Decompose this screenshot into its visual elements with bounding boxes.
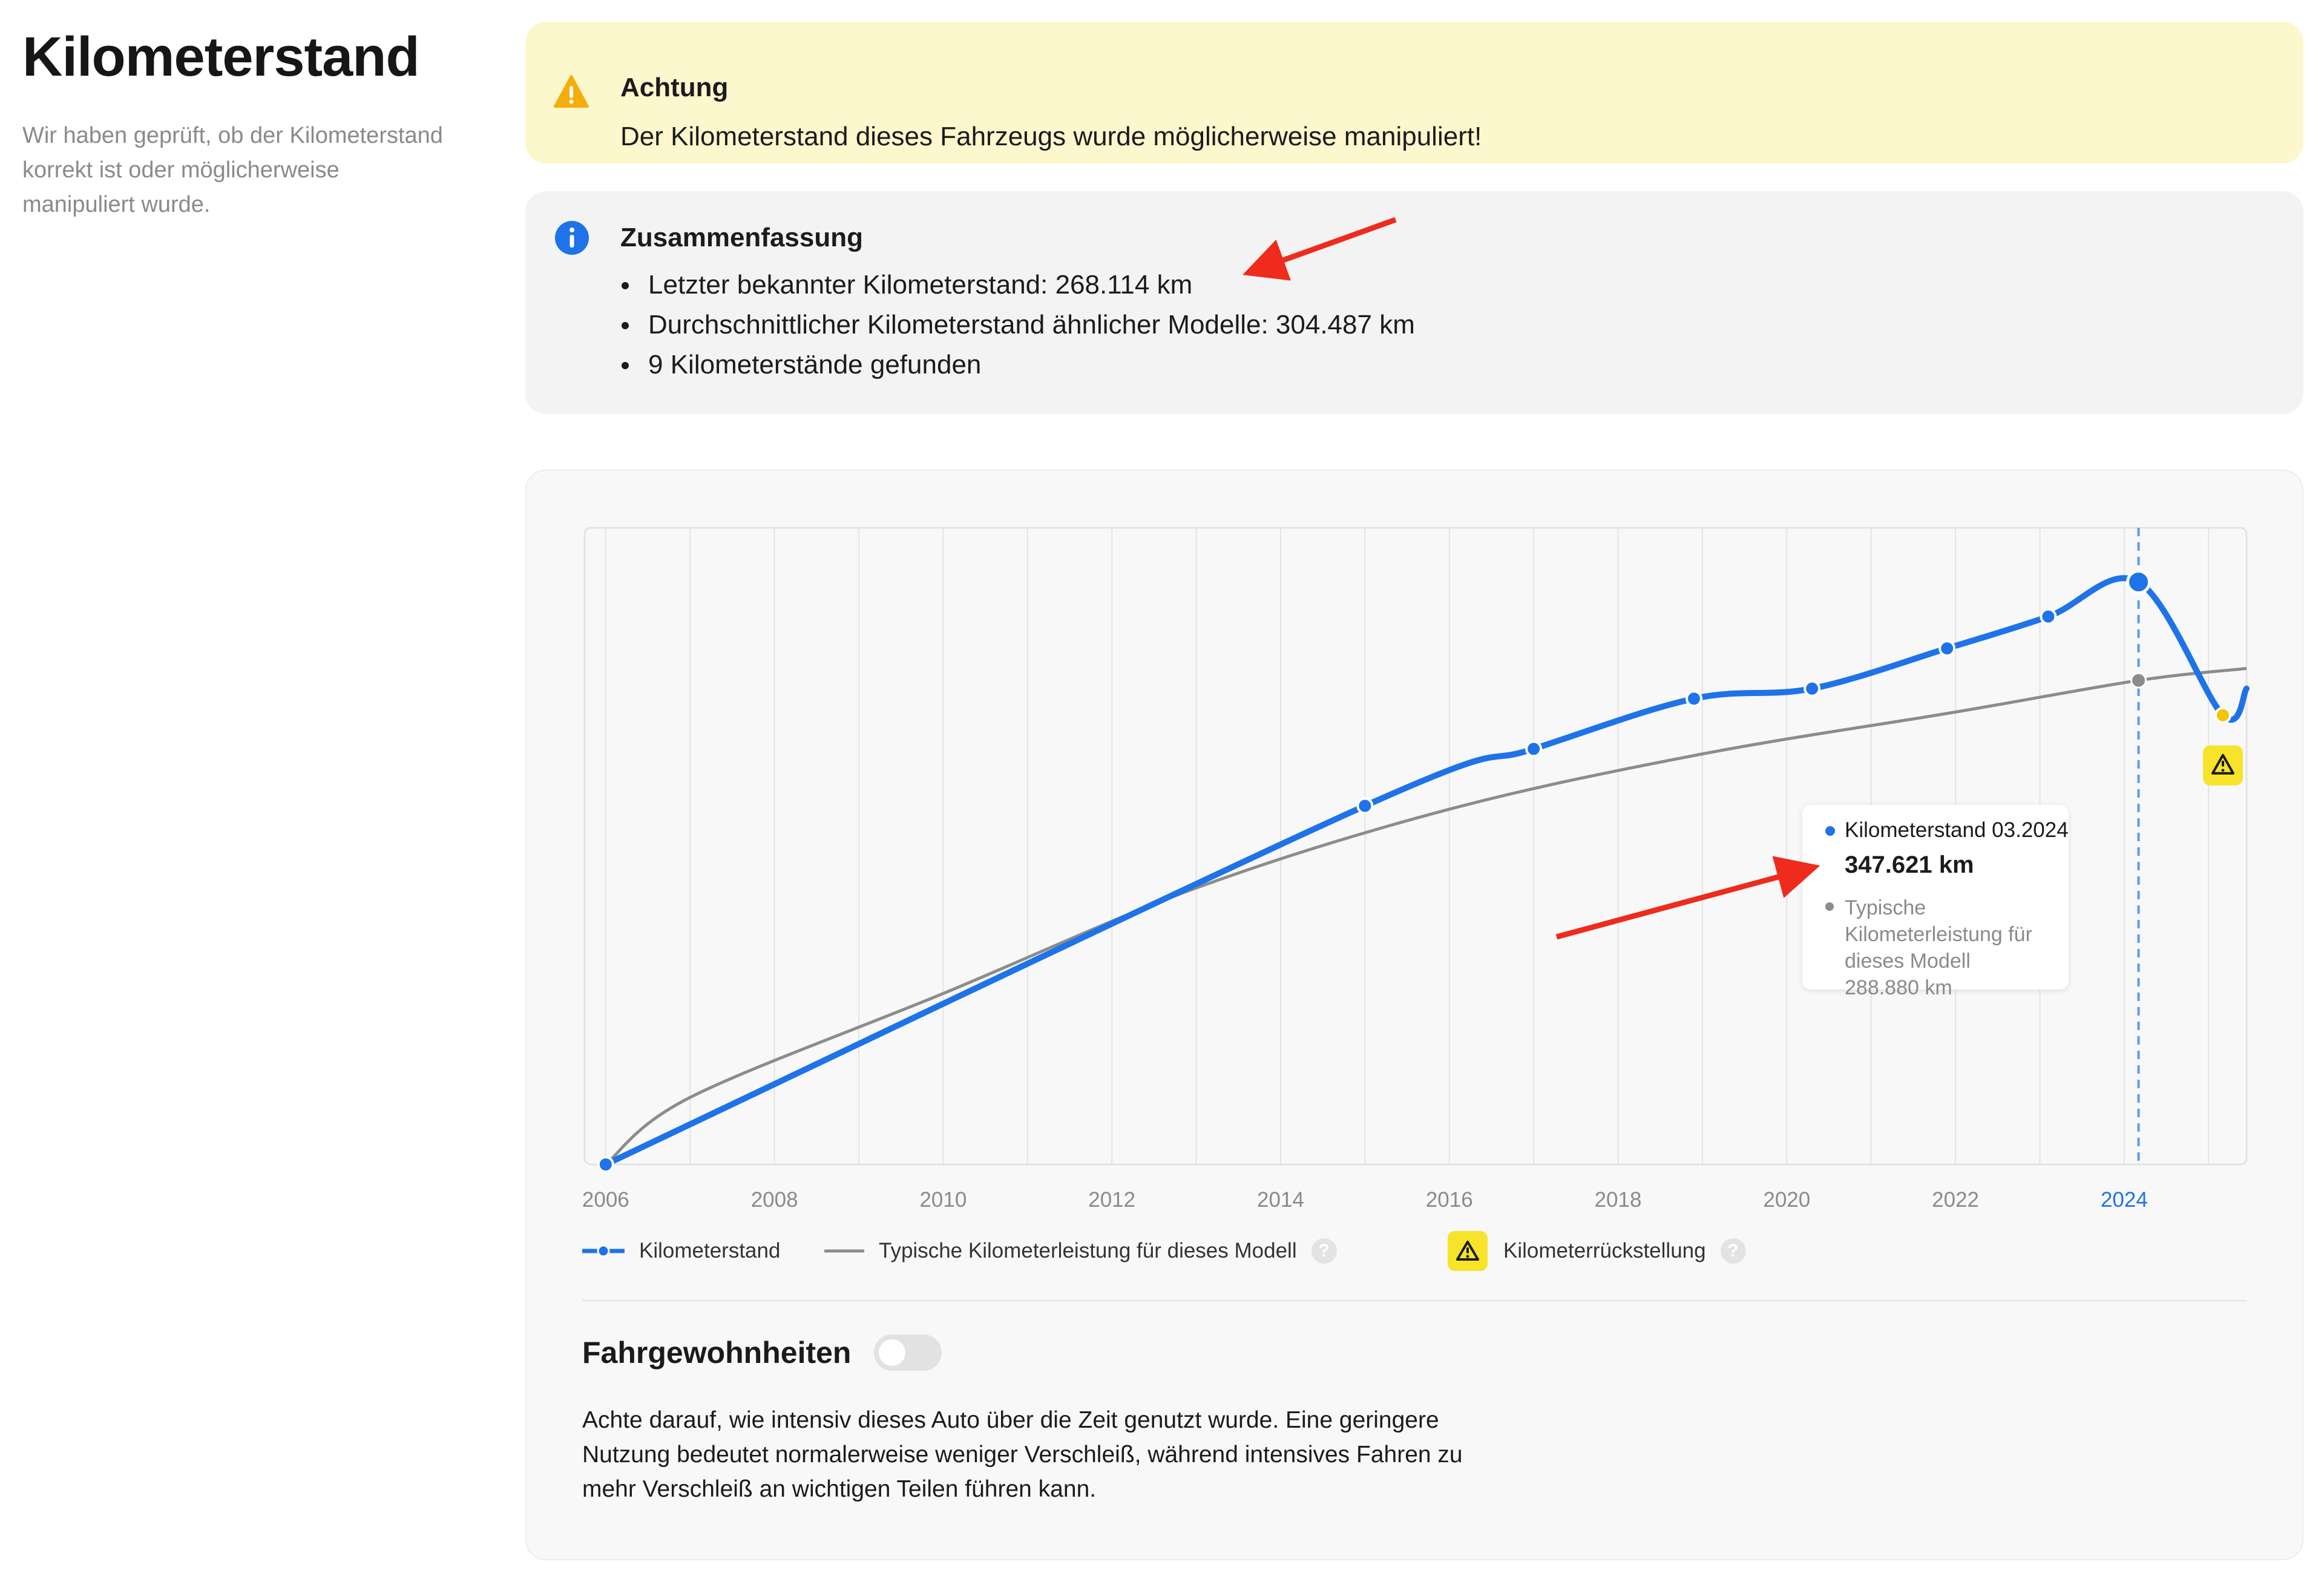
help-icon[interactable]: ? xyxy=(1311,1238,1337,1264)
summary-item-count: 9 Kilometerstände gefunden xyxy=(622,345,1415,385)
driving-habits-toggle[interactable] xyxy=(874,1334,942,1371)
x-tick-label: 2018 xyxy=(1595,1188,1642,1212)
tooltip-secondary-value: 288.880 km xyxy=(1845,976,1952,999)
legend-label-typical: Typische Kilometerleistung für dieses Mo… xyxy=(879,1239,1297,1262)
mileage-point xyxy=(2040,608,2057,625)
legend-line-dot-icon xyxy=(582,1245,625,1257)
info-icon xyxy=(555,221,589,255)
x-tick-label: 2008 xyxy=(751,1188,798,1212)
summary-item-last-mileage: Letzter bekannter Kilometerstand: 268.11… xyxy=(622,265,1415,305)
summary-box: Zusammenfassung Letzter bekannter Kilome… xyxy=(525,191,2303,414)
summary-list: Letzter bekannter Kilometerstand: 268.11… xyxy=(620,265,1415,385)
mileage-point xyxy=(1356,797,1374,815)
legend-label-mileage: Kilometerstand xyxy=(639,1239,781,1262)
mileage-point xyxy=(597,1156,614,1173)
section-divider xyxy=(582,1300,2247,1301)
page-subtitle: Wir haben geprüft, ob der Kilometerstand… xyxy=(22,123,443,217)
mileage-point xyxy=(1525,740,1543,758)
mileage-point xyxy=(2126,570,2152,595)
x-tick-label: 2012 xyxy=(1088,1188,1135,1212)
chart-tooltip: Kilometerstand 03.2024 347.621 km Typisc… xyxy=(1802,805,2069,999)
alert-text: Der Kilometerstand dieses Fahrzeugs wurd… xyxy=(620,122,1482,151)
warning-triangle-icon xyxy=(554,75,589,108)
mileage-chart: 2006 2008 2010 2012 2014 2016 2018 2020 2022 2024 xyxy=(582,527,2250,1212)
tooltip-dot-typical xyxy=(1825,902,1834,911)
warning-mark xyxy=(2221,760,2224,767)
manipulation-alert: Achtung Der Kilometerstand dieses Fahrze… xyxy=(525,22,2303,163)
x-tick-label: 2006 xyxy=(582,1188,629,1212)
mileage-point xyxy=(1938,640,1956,657)
warning-mark-dot xyxy=(2221,769,2225,772)
x-tick-label: 2016 xyxy=(1426,1188,1473,1212)
typical-mileage-point xyxy=(2130,672,2147,689)
mileage-chart-card: 2006 2008 2010 2012 2014 2016 2018 2020 2022 2024… xyxy=(525,470,2303,1560)
x-tick-label: 2024 xyxy=(2101,1188,2148,1212)
help-icon[interactable]: ? xyxy=(1720,1238,1746,1264)
alert-title: Achtung xyxy=(620,73,729,102)
x-tick-label: 2010 xyxy=(919,1188,967,1212)
legend-item-typical[interactable]: Typische Kilometerleistung für dieses Mo… xyxy=(824,1230,1337,1272)
tooltip-value: 347.621 km xyxy=(1845,852,1974,878)
mileage-point xyxy=(1685,690,1702,707)
rollback-point xyxy=(2214,706,2231,724)
legend-item-mileage[interactable]: Kilometerstand xyxy=(582,1230,780,1272)
typical-mileage-line xyxy=(605,667,2247,1166)
warning-triangle-icon xyxy=(2211,753,2234,775)
x-tick-label: 2022 xyxy=(1932,1188,1979,1212)
driving-habits-title: Fahrgewohnheiten xyxy=(582,1336,852,1370)
tooltip-secondary-label: Typische Kilometerleistung für dieses Mo… xyxy=(1845,896,2032,973)
warning-badge-icon xyxy=(1448,1231,1488,1271)
summary-item-average-mileage: Durchschnittlicher Kilometerstand ähnlic… xyxy=(622,305,1415,345)
legend-item-rollback[interactable]: Kilometerrückstellung ? xyxy=(1448,1230,1746,1272)
toggle-knob xyxy=(879,1339,905,1366)
tooltip-secondary: Typische Kilometerleistung für dieses Mo… xyxy=(1845,895,2063,1001)
mileage-point xyxy=(1804,680,1821,697)
chart-legend: Kilometerstand Typische Kilometerleistun… xyxy=(582,1230,2156,1272)
tooltip-dot-mileage xyxy=(1825,826,1835,836)
page-title: Kilometerstand xyxy=(22,26,420,88)
legend-line-icon xyxy=(824,1249,864,1253)
x-tick-label: 2014 xyxy=(1257,1188,1304,1212)
legend-label-rollback: Kilometerrückstellung xyxy=(1503,1239,1706,1262)
tooltip-label: Kilometerstand 03.2024 xyxy=(1845,818,2069,842)
x-tick-label: 2020 xyxy=(1763,1188,1810,1212)
driving-habits-text: Achte darauf, wie intensiv dieses Auto ü… xyxy=(582,1407,1463,1502)
summary-title: Zusammenfassung xyxy=(620,223,863,252)
